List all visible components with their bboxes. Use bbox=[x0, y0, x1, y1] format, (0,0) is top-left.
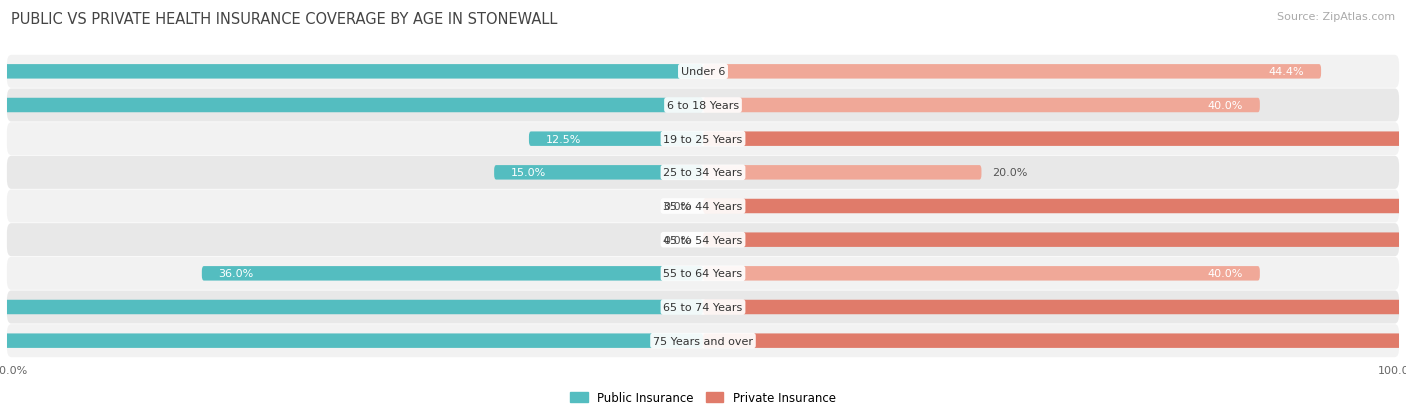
Text: 65 to 74 Years: 65 to 74 Years bbox=[664, 302, 742, 312]
FancyBboxPatch shape bbox=[0, 65, 703, 79]
FancyBboxPatch shape bbox=[494, 166, 703, 180]
FancyBboxPatch shape bbox=[703, 334, 1406, 348]
Text: 45 to 54 Years: 45 to 54 Years bbox=[664, 235, 742, 245]
Text: 40.0%: 40.0% bbox=[1208, 101, 1243, 111]
FancyBboxPatch shape bbox=[703, 99, 1260, 113]
Legend: Public Insurance, Private Insurance: Public Insurance, Private Insurance bbox=[565, 386, 841, 408]
Text: PUBLIC VS PRIVATE HEALTH INSURANCE COVERAGE BY AGE IN STONEWALL: PUBLIC VS PRIVATE HEALTH INSURANCE COVER… bbox=[11, 12, 558, 27]
FancyBboxPatch shape bbox=[7, 56, 1399, 89]
FancyBboxPatch shape bbox=[703, 166, 981, 180]
FancyBboxPatch shape bbox=[7, 291, 1399, 324]
FancyBboxPatch shape bbox=[0, 334, 703, 348]
FancyBboxPatch shape bbox=[529, 132, 703, 147]
FancyBboxPatch shape bbox=[0, 99, 703, 113]
FancyBboxPatch shape bbox=[703, 233, 1406, 247]
Text: 75 Years and over: 75 Years and over bbox=[652, 336, 754, 346]
Text: 25 to 34 Years: 25 to 34 Years bbox=[664, 168, 742, 178]
FancyBboxPatch shape bbox=[703, 132, 1406, 147]
FancyBboxPatch shape bbox=[7, 89, 1399, 122]
Text: Under 6: Under 6 bbox=[681, 67, 725, 77]
FancyBboxPatch shape bbox=[0, 300, 703, 314]
FancyBboxPatch shape bbox=[703, 65, 1322, 79]
FancyBboxPatch shape bbox=[703, 266, 1260, 281]
FancyBboxPatch shape bbox=[7, 190, 1399, 223]
FancyBboxPatch shape bbox=[7, 123, 1399, 156]
Text: 35 to 44 Years: 35 to 44 Years bbox=[664, 202, 742, 211]
FancyBboxPatch shape bbox=[7, 324, 1399, 357]
Text: 40.0%: 40.0% bbox=[1208, 269, 1243, 279]
FancyBboxPatch shape bbox=[7, 257, 1399, 290]
Text: 36.0%: 36.0% bbox=[218, 269, 254, 279]
Text: 19 to 25 Years: 19 to 25 Years bbox=[664, 134, 742, 144]
Text: Source: ZipAtlas.com: Source: ZipAtlas.com bbox=[1277, 12, 1395, 22]
FancyBboxPatch shape bbox=[7, 157, 1399, 190]
Text: 6 to 18 Years: 6 to 18 Years bbox=[666, 101, 740, 111]
Text: 0.0%: 0.0% bbox=[664, 235, 692, 245]
Text: 20.0%: 20.0% bbox=[993, 168, 1028, 178]
FancyBboxPatch shape bbox=[703, 300, 1406, 314]
FancyBboxPatch shape bbox=[703, 199, 1406, 214]
FancyBboxPatch shape bbox=[7, 223, 1399, 256]
Text: 44.4%: 44.4% bbox=[1268, 67, 1305, 77]
Text: 12.5%: 12.5% bbox=[546, 134, 581, 144]
FancyBboxPatch shape bbox=[202, 266, 703, 281]
Text: 55 to 64 Years: 55 to 64 Years bbox=[664, 269, 742, 279]
Text: 0.0%: 0.0% bbox=[664, 202, 692, 211]
Text: 15.0%: 15.0% bbox=[510, 168, 546, 178]
